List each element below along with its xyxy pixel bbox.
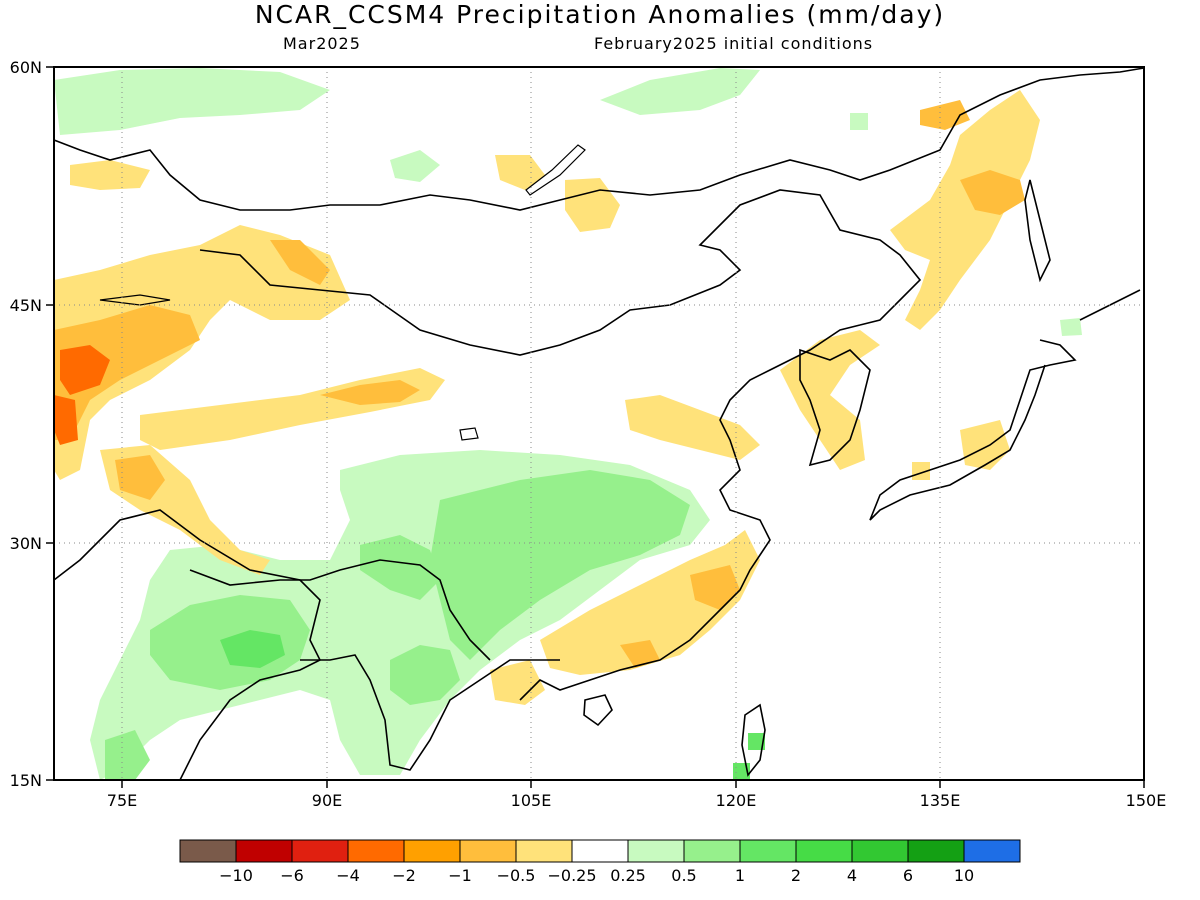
wet-region-mongolia bbox=[390, 150, 440, 182]
lake-balkhash bbox=[99, 294, 171, 306]
legend-swatch bbox=[291, 839, 349, 863]
wet-region-myanmar bbox=[390, 645, 460, 705]
coastline-korea bbox=[799, 348, 871, 467]
dry-region-baikal bbox=[495, 155, 620, 232]
coastline-china-east bbox=[519, 324, 861, 701]
border-china-north bbox=[199, 189, 922, 356]
legend-swatch bbox=[683, 839, 741, 863]
legend-label: 2 bbox=[791, 866, 801, 885]
border-tibet bbox=[189, 559, 491, 661]
dry-region-manchuria bbox=[890, 90, 1040, 330]
lat-axis-labels: 60N 45N 30N 15N bbox=[10, 58, 42, 790]
init-conditions-label: February2025 initial conditions bbox=[594, 34, 874, 53]
gridlines bbox=[54, 67, 1144, 780]
legend-label: −6 bbox=[280, 866, 304, 885]
legend-swatch bbox=[907, 839, 965, 863]
axis-ticks bbox=[46, 66, 1145, 788]
dry-region-kazakh-core bbox=[54, 305, 200, 440]
legend-label: 10 bbox=[954, 866, 974, 885]
legend-swatch bbox=[571, 839, 629, 863]
legend-label: −0.5 bbox=[497, 866, 536, 885]
wet-region-india-south bbox=[105, 730, 150, 780]
valid-month-label: Mar2025 bbox=[283, 34, 361, 53]
coastline-arctic-russia bbox=[54, 67, 1144, 211]
legend-colorbar bbox=[179, 839, 1021, 863]
lon-label-90: 90E bbox=[312, 791, 342, 810]
legend-label: −0.25 bbox=[547, 866, 596, 885]
lat-label-15: 15N bbox=[10, 771, 42, 790]
legend-swatch bbox=[347, 839, 405, 863]
lat-label-30: 30N bbox=[10, 534, 42, 553]
coastline-sakhalin bbox=[1024, 179, 1051, 283]
dry-region-indochina bbox=[490, 660, 545, 705]
wet-region-taiwan bbox=[733, 733, 765, 780]
legend-swatch bbox=[795, 839, 853, 863]
wet-region-north bbox=[54, 68, 330, 135]
dry-region-southchina-core bbox=[620, 565, 740, 668]
dry-region-yellow-sea bbox=[625, 395, 760, 460]
legend-swatch bbox=[963, 839, 1021, 863]
wet-region-india-core bbox=[220, 630, 285, 668]
legend-swatch bbox=[739, 839, 797, 863]
coastline-bay-of-bengal bbox=[300, 654, 560, 771]
legend-labels: −10 −6 −4 −2 −1 −0.5 −0.25 0.25 0.5 1 2 4 6 10 bbox=[219, 866, 974, 885]
legend-label: 1 bbox=[735, 866, 745, 885]
lon-label-120: 120E bbox=[716, 791, 757, 810]
wet-region-bangladesh bbox=[360, 535, 440, 600]
legend-swatch bbox=[851, 839, 909, 863]
dry-region-southchina bbox=[540, 530, 760, 675]
dry-region-manchuria-core bbox=[920, 100, 1025, 215]
legend-label: −2 bbox=[392, 866, 416, 885]
dry-region-kazakh-south bbox=[54, 225, 350, 480]
wet-region-china-core bbox=[430, 470, 690, 660]
dry-region-tarim-core bbox=[320, 380, 420, 405]
dry-region-kyrgyz bbox=[54, 345, 110, 445]
coastlines bbox=[54, 67, 1144, 780]
legend-swatch bbox=[235, 839, 293, 863]
legend-label: −1 bbox=[448, 866, 472, 885]
lon-label-150: 150E bbox=[1126, 791, 1167, 810]
legend-label: 4 bbox=[847, 866, 857, 885]
wet-region-northeast bbox=[600, 68, 760, 115]
legend-label: −10 bbox=[219, 866, 253, 885]
lon-axis-labels: 75E 90E 105E 120E 135E 150E bbox=[107, 791, 1167, 810]
legend-swatch bbox=[403, 839, 461, 863]
map-frame bbox=[53, 66, 1145, 781]
legend-swatch bbox=[459, 839, 517, 863]
dry-region-korea bbox=[780, 330, 880, 470]
coastline-india bbox=[54, 509, 322, 780]
anomaly-field bbox=[54, 67, 1144, 780]
dry-region-kazakh-north bbox=[70, 160, 150, 190]
lat-label-60: 60N bbox=[10, 58, 42, 77]
lake-baikal bbox=[525, 144, 586, 196]
dry-region-altai bbox=[270, 240, 330, 285]
map-title: NCAR_CCSM4 Precipitation Anomalies (mm/d… bbox=[254, 0, 946, 29]
legend-label: 0.5 bbox=[671, 866, 696, 885]
lakes bbox=[99, 144, 586, 441]
legend-swatch bbox=[179, 839, 237, 863]
coastline-taiwan bbox=[741, 703, 766, 777]
dry-region-himalaya-core bbox=[115, 455, 165, 500]
lon-label-75: 75E bbox=[107, 791, 137, 810]
lon-label-105: 105E bbox=[511, 791, 552, 810]
legend-swatch bbox=[627, 839, 685, 863]
legend-label: 6 bbox=[903, 866, 913, 885]
lake-qinghai bbox=[459, 427, 479, 441]
lon-label-135: 135E bbox=[920, 791, 961, 810]
coastline-japan bbox=[869, 339, 1077, 521]
legend-label: 0.25 bbox=[610, 866, 646, 885]
legend-label: −4 bbox=[336, 866, 360, 885]
legend-swatch bbox=[515, 839, 573, 863]
coastline-hainan bbox=[583, 694, 613, 727]
lat-label-45: 45N bbox=[10, 296, 42, 315]
